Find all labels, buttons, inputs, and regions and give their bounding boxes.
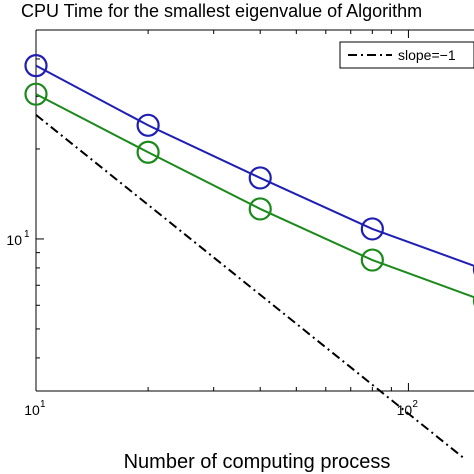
series-1-marker bbox=[248, 166, 272, 190]
y-tick-label: 10 1 bbox=[6, 229, 30, 248]
y-tick-label-exp: 1 bbox=[24, 229, 30, 240]
x-tick-label-exp: 2 bbox=[412, 399, 418, 410]
legend: slope=−1 bbox=[339, 41, 474, 69]
series-1-marker bbox=[24, 54, 48, 78]
series-2-marker bbox=[360, 248, 384, 272]
series-1-marker bbox=[360, 217, 384, 241]
series-2-marker bbox=[24, 82, 48, 106]
series-line-1 bbox=[35, 64, 474, 267]
series-line-2 bbox=[35, 93, 474, 299]
x-tick-label-exp: 1 bbox=[40, 399, 46, 410]
chart-title: CPU Time for the smallest eigenvalue of … bbox=[21, 1, 423, 21]
x-axis-label: Number of computing process bbox=[123, 451, 391, 473]
axes bbox=[35, 29, 474, 392]
legend-label: slope=−1 bbox=[398, 47, 456, 63]
x-tick-label: 10 2 bbox=[397, 399, 419, 418]
series-2-marker bbox=[136, 140, 160, 164]
x-tick-label-base: 10 bbox=[397, 402, 413, 418]
series-2-marker bbox=[248, 197, 272, 221]
series-line-3 bbox=[35, 114, 464, 459]
x-tick-label: 10 1 bbox=[24, 399, 46, 418]
x-tick-label-base: 10 bbox=[24, 402, 40, 418]
series-layer bbox=[24, 54, 474, 459]
series-1-marker bbox=[136, 113, 160, 137]
y-tick-label-base: 10 bbox=[6, 232, 22, 248]
